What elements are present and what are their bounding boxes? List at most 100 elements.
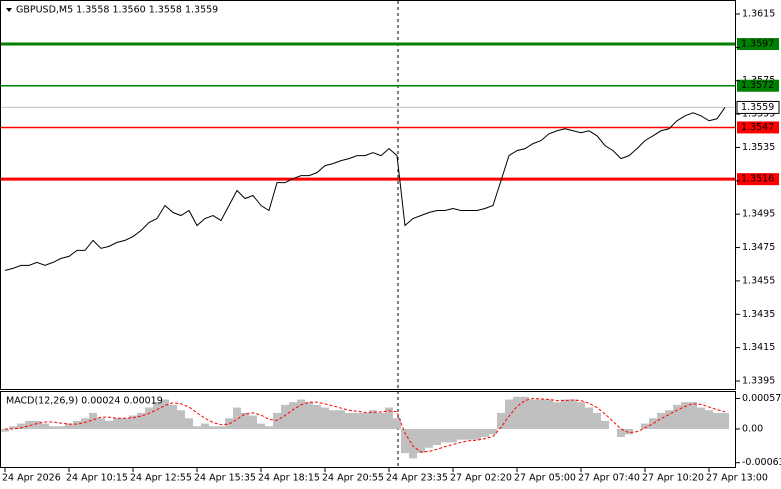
y-tick-label: 1.3555 bbox=[742, 109, 775, 120]
x-tick-label: 24 Apr 15:35 bbox=[194, 473, 256, 484]
macd-bar bbox=[289, 402, 297, 429]
macd-bar bbox=[721, 412, 729, 429]
x-tick-label: 27 Apr 05:00 bbox=[514, 473, 576, 484]
x-tick-label: 24 Apr 18:15 bbox=[258, 473, 320, 484]
macd-bar bbox=[505, 399, 513, 429]
macd-bar bbox=[601, 420, 609, 429]
y-tick-label: 1.3475 bbox=[742, 242, 775, 253]
macd-pane: -0.00063 0.00 0.00057 bbox=[1, 393, 781, 468]
macd-bar bbox=[9, 426, 17, 429]
x-axis: 24 Apr 2026 24 Apr 10:15 24 Apr 12:55 24 Ap… bbox=[2, 468, 768, 484]
y-tick-label: 1.3455 bbox=[742, 275, 775, 286]
macd-bar bbox=[401, 428, 409, 454]
macd-bar bbox=[113, 418, 121, 429]
price-frame bbox=[0, 0, 736, 390]
macd-bar bbox=[377, 412, 385, 429]
macd-bar bbox=[129, 415, 137, 429]
menu-icon[interactable] bbox=[6, 8, 12, 12]
macd-bar bbox=[161, 399, 169, 429]
macd-bar bbox=[17, 423, 25, 429]
macd-bar bbox=[585, 407, 593, 429]
macd-bar bbox=[321, 407, 329, 429]
macd-bar bbox=[73, 420, 81, 429]
y-tick-label: 1.3435 bbox=[742, 309, 775, 320]
signal-line bbox=[5, 397, 726, 453]
macd-bar bbox=[305, 402, 313, 429]
level-label-box bbox=[737, 38, 779, 51]
macd-bar bbox=[361, 412, 369, 429]
x-tick-label: 24 Apr 10:15 bbox=[66, 473, 128, 484]
price-line bbox=[4, 107, 726, 271]
macd-bar bbox=[217, 426, 225, 429]
macd-bar bbox=[369, 410, 377, 429]
x-tick-label: 27 Apr 02:20 bbox=[450, 473, 512, 484]
macd-bar bbox=[529, 399, 537, 429]
macd-bar bbox=[345, 412, 353, 429]
macd-bar bbox=[201, 423, 209, 429]
macd-bar bbox=[689, 402, 697, 429]
macd-bar bbox=[225, 418, 233, 429]
level-label-box bbox=[737, 121, 779, 134]
macd-bar bbox=[457, 428, 465, 440]
macd-bar bbox=[265, 426, 273, 429]
macd-bar bbox=[25, 420, 33, 429]
x-tick-label: 24 Apr 2026 bbox=[2, 473, 61, 484]
indicator-title: MACD(12,26,9) 0.00024 0.00019 bbox=[6, 396, 163, 407]
macd-bar bbox=[1, 428, 9, 432]
macd-bar bbox=[665, 410, 673, 429]
macd-bar bbox=[97, 418, 105, 429]
macd-bar bbox=[465, 428, 473, 440]
y-tick-label: 1.3495 bbox=[742, 209, 775, 220]
macd-bar bbox=[425, 428, 433, 448]
macd-bar bbox=[249, 415, 257, 429]
x-tick-label: 24 Apr 20:55 bbox=[322, 473, 384, 484]
chart-title: GBPUSD,M5 1.3558 1.3560 1.3558 1.3559 bbox=[16, 5, 218, 16]
macd-bar bbox=[281, 404, 289, 429]
macd-bar bbox=[409, 428, 417, 459]
y-tick-label: 1.3395 bbox=[742, 375, 775, 386]
x-tick-label: 27 Apr 13:00 bbox=[706, 473, 768, 484]
macd-bar bbox=[65, 423, 73, 429]
macd-bar bbox=[697, 407, 705, 429]
macd-bar bbox=[625, 428, 633, 435]
x-tick-label: 24 Apr 12:55 bbox=[130, 473, 192, 484]
macd-bar bbox=[209, 426, 217, 429]
macd-bar bbox=[193, 426, 201, 429]
macd-bar bbox=[329, 410, 337, 429]
macd-bar bbox=[153, 402, 161, 429]
macd-bar bbox=[353, 412, 361, 429]
macd-bar bbox=[257, 423, 265, 429]
macd-bar bbox=[169, 404, 177, 429]
y-tick-label: 0.00057 bbox=[742, 393, 781, 404]
macd-bar bbox=[577, 402, 585, 429]
level-label: 1.3547 bbox=[741, 122, 774, 133]
macd-bar bbox=[49, 426, 57, 429]
macd-bar bbox=[441, 428, 449, 443]
macd-bar bbox=[713, 412, 721, 429]
macd-bar bbox=[89, 412, 97, 429]
macd-bar bbox=[41, 423, 49, 429]
macd-bar bbox=[649, 418, 657, 429]
macd-bar bbox=[417, 428, 425, 454]
macd-bar bbox=[433, 428, 441, 446]
level-label: 1.3572 bbox=[741, 80, 774, 91]
macd-bar bbox=[657, 412, 665, 429]
macd-bar bbox=[393, 418, 401, 429]
macd-bar bbox=[513, 396, 521, 429]
macd-bar bbox=[57, 426, 65, 429]
macd-bar bbox=[241, 412, 249, 429]
macd-bar bbox=[337, 410, 345, 429]
level-label: 1.3516 bbox=[741, 174, 774, 185]
macd-bar bbox=[481, 428, 489, 437]
macd-bar bbox=[473, 428, 481, 440]
macd-bar bbox=[121, 418, 129, 429]
macd-bar bbox=[489, 428, 497, 435]
macd-bar bbox=[617, 428, 625, 437]
x-tick-label: 27 Apr 10:20 bbox=[642, 473, 704, 484]
macd-frame bbox=[0, 391, 736, 468]
macd-bar bbox=[273, 412, 281, 429]
macd-bar bbox=[569, 399, 577, 429]
x-tick-label: 27 Apr 07:40 bbox=[578, 473, 640, 484]
macd-bar bbox=[593, 412, 601, 429]
